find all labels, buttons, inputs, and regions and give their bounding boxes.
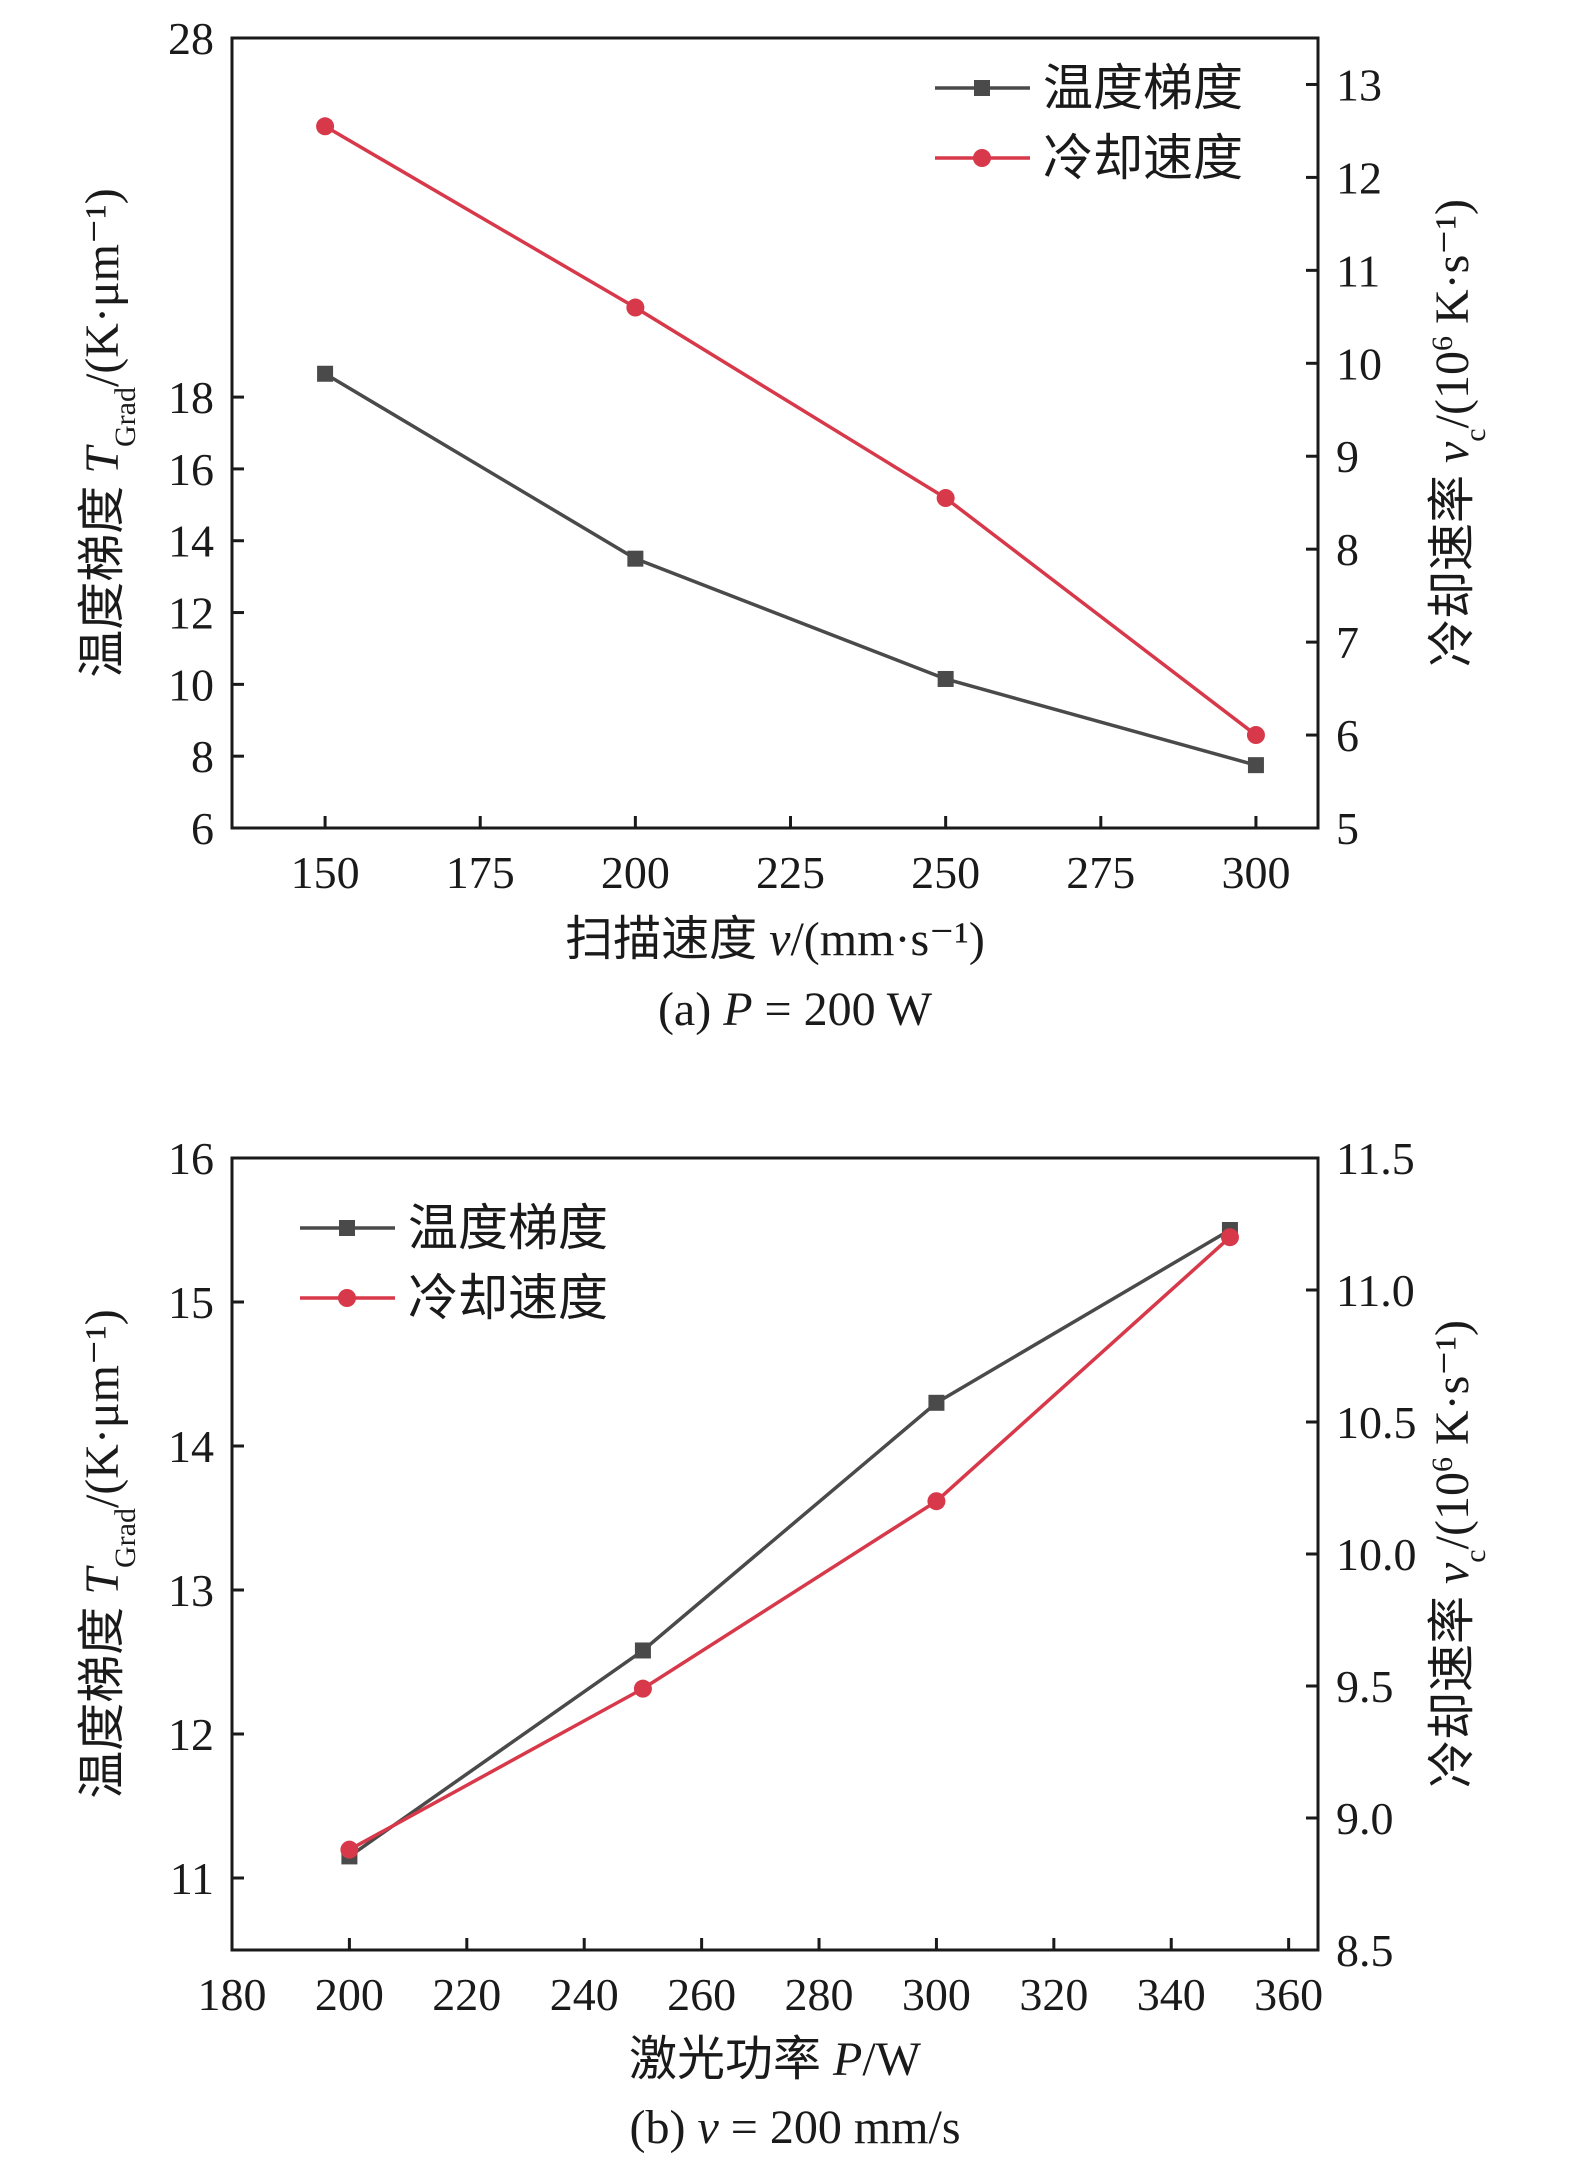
- data-point-circle: [1246, 726, 1265, 745]
- legend-label: 温度梯度: [408, 1200, 608, 1256]
- x-tick-label: 240: [550, 1969, 619, 2020]
- data-point-circle: [936, 489, 955, 508]
- y-left-tick-label: 12: [168, 1709, 214, 1760]
- y-right-axis-label: 冷却速率 vc/(106 K·s⁻¹): [1426, 1320, 1492, 1788]
- x-tick-label: 300: [1221, 847, 1290, 898]
- legend-label: 冷却速度: [408, 1270, 608, 1326]
- y-left-axis-label: 温度梯度 TGrad/(K·μm⁻¹): [76, 1309, 142, 1798]
- series-line-cooling-rate: [348, 1235, 1232, 1852]
- x-tick-label: 150: [291, 847, 360, 898]
- y-right-tick-label: 11.0: [1336, 1265, 1415, 1316]
- y-left-tick-label: 6: [191, 803, 214, 854]
- x-tick-label: 360: [1254, 1969, 1323, 2020]
- y-left-tick-label: 14: [168, 1421, 214, 1472]
- data-point-circle: [626, 298, 645, 317]
- y-left-tick-label: 12: [168, 588, 214, 639]
- x-tick-label: 180: [198, 1969, 267, 2020]
- y-right-tick-label: 7: [1336, 617, 1359, 668]
- y-left-tick-label: 14: [168, 516, 214, 567]
- y-right-tick-label: 6: [1336, 710, 1359, 761]
- y-right-tick-label: 12: [1336, 152, 1382, 203]
- y-right-tick-label: 11.5: [1336, 1133, 1415, 1184]
- y-right-tick-label: 8: [1336, 524, 1359, 575]
- data-point-circle: [1220, 1228, 1239, 1247]
- y-right-tick-label: 11: [1336, 245, 1380, 296]
- data-point-square: [928, 1394, 945, 1411]
- y-right-tick-label: 5: [1336, 803, 1359, 854]
- legend-marker-circle: [338, 1289, 356, 1307]
- y-right-tick-label: 9.0: [1336, 1793, 1394, 1844]
- plot-frame: [230, 1156, 1320, 1952]
- y-left-axis-label: 温度梯度 TGrad/(K·μm⁻¹): [76, 188, 142, 677]
- y-left-tick-label: 18: [168, 372, 214, 423]
- y-left-tick-label: 16: [168, 1133, 214, 1184]
- y-left-tick-label: 16: [168, 444, 214, 495]
- y-left-tick-label: 13: [168, 1565, 214, 1616]
- data-point-square: [627, 550, 644, 567]
- x-tick-label: 200: [315, 1969, 384, 2020]
- x-tick-label: 275: [1066, 847, 1135, 898]
- data-point-square: [937, 670, 954, 687]
- x-tick-label: 340: [1137, 1969, 1206, 2020]
- legend-marker-circle: [973, 149, 991, 167]
- series-line-cooling-rate: [324, 124, 1258, 737]
- x-axis-label: 激光功率 P/W: [629, 2033, 922, 2086]
- y-right-tick-label: 9.5: [1336, 1661, 1394, 1712]
- y-right-tick-label: 10.5: [1336, 1397, 1417, 1448]
- x-tick-label: 320: [1019, 1969, 1088, 2020]
- y-right-tick-label: 13: [1336, 59, 1382, 110]
- chart-caption: (a) P = 200 W: [658, 983, 933, 1036]
- legend-marker-square: [974, 80, 990, 96]
- y-right-tick-label: 10: [1336, 338, 1382, 389]
- x-tick-label: 225: [756, 847, 825, 898]
- chart-a: 150 175 200 225 250 275 300 6 8 10 12 14 16 18 28 5 6 7 8 9…: [76, 13, 1492, 1036]
- x-tick-label: 250: [911, 847, 980, 898]
- x-tick-label: 220: [432, 1969, 501, 2020]
- plot-frame: [230, 36, 1320, 830]
- x-tick-label: 175: [446, 847, 515, 898]
- series-line-temperature-gradient: [348, 1228, 1231, 1858]
- legend-label: 冷却速度: [1043, 130, 1243, 186]
- y-left-tick-label: 8: [191, 731, 214, 782]
- y-right-tick-label: 8.5: [1336, 1925, 1394, 1976]
- series-line-temperature-gradient: [324, 372, 1257, 767]
- data-point-circle: [927, 1492, 946, 1511]
- data-point-circle: [316, 117, 335, 136]
- x-tick-label: 300: [902, 1969, 971, 2020]
- chart-b: 180 200 220 240 260 280 300 320 340 360 11 12 13 14 15…: [76, 1133, 1492, 2154]
- y-left-tick-label: 10: [168, 659, 214, 710]
- data-point-circle: [340, 1840, 359, 1859]
- chart-caption: (b) v = 200 mm/s: [629, 2101, 960, 2154]
- y-right-tick-label: 10.0: [1336, 1529, 1417, 1580]
- x-tick-label: 260: [667, 1969, 736, 2020]
- y-left-tick-label: 11: [170, 1853, 214, 1904]
- y-right-axis-label: 冷却速率 vc/(106 K·s⁻¹): [1426, 199, 1492, 667]
- data-point-square: [1247, 757, 1264, 774]
- data-point-square: [317, 365, 334, 382]
- x-tick-label: 200: [601, 847, 670, 898]
- y-left-tick-label: 28: [168, 13, 214, 64]
- x-axis-label: 扫描速度 v/(mm·s⁻¹): [565, 913, 985, 966]
- y-left-tick-label: 15: [168, 1277, 214, 1328]
- data-point-circle: [633, 1679, 652, 1698]
- legend-label: 温度梯度: [1043, 60, 1243, 116]
- y-right-tick-label: 9: [1336, 431, 1359, 482]
- data-point-square: [634, 1642, 651, 1659]
- legend-marker-square: [339, 1220, 355, 1236]
- x-tick-label: 280: [785, 1969, 854, 2020]
